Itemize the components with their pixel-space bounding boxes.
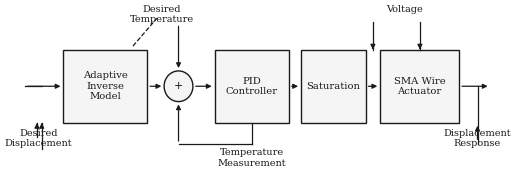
Text: +: + [174, 81, 183, 91]
Text: Desired
Temperature: Desired Temperature [130, 5, 194, 24]
Text: PID
Controller: PID Controller [226, 77, 278, 96]
Bar [380, 50, 459, 123]
Bar [63, 50, 147, 123]
Text: Voltage: Voltage [386, 5, 422, 14]
Text: SMA Wire
Actuator: SMA Wire Actuator [394, 77, 445, 96]
Text: Desired
Displacement: Desired Displacement [5, 129, 72, 148]
Text: Saturation: Saturation [306, 82, 360, 91]
Bar [215, 50, 289, 123]
Text: Displacement
Response: Displacement Response [444, 129, 511, 148]
Bar [301, 50, 366, 123]
Ellipse shape [164, 71, 193, 102]
Text: Adaptive
Inverse
Model: Adaptive Inverse Model [83, 71, 128, 101]
Text: Temperature
Measurement: Temperature Measurement [217, 148, 286, 168]
